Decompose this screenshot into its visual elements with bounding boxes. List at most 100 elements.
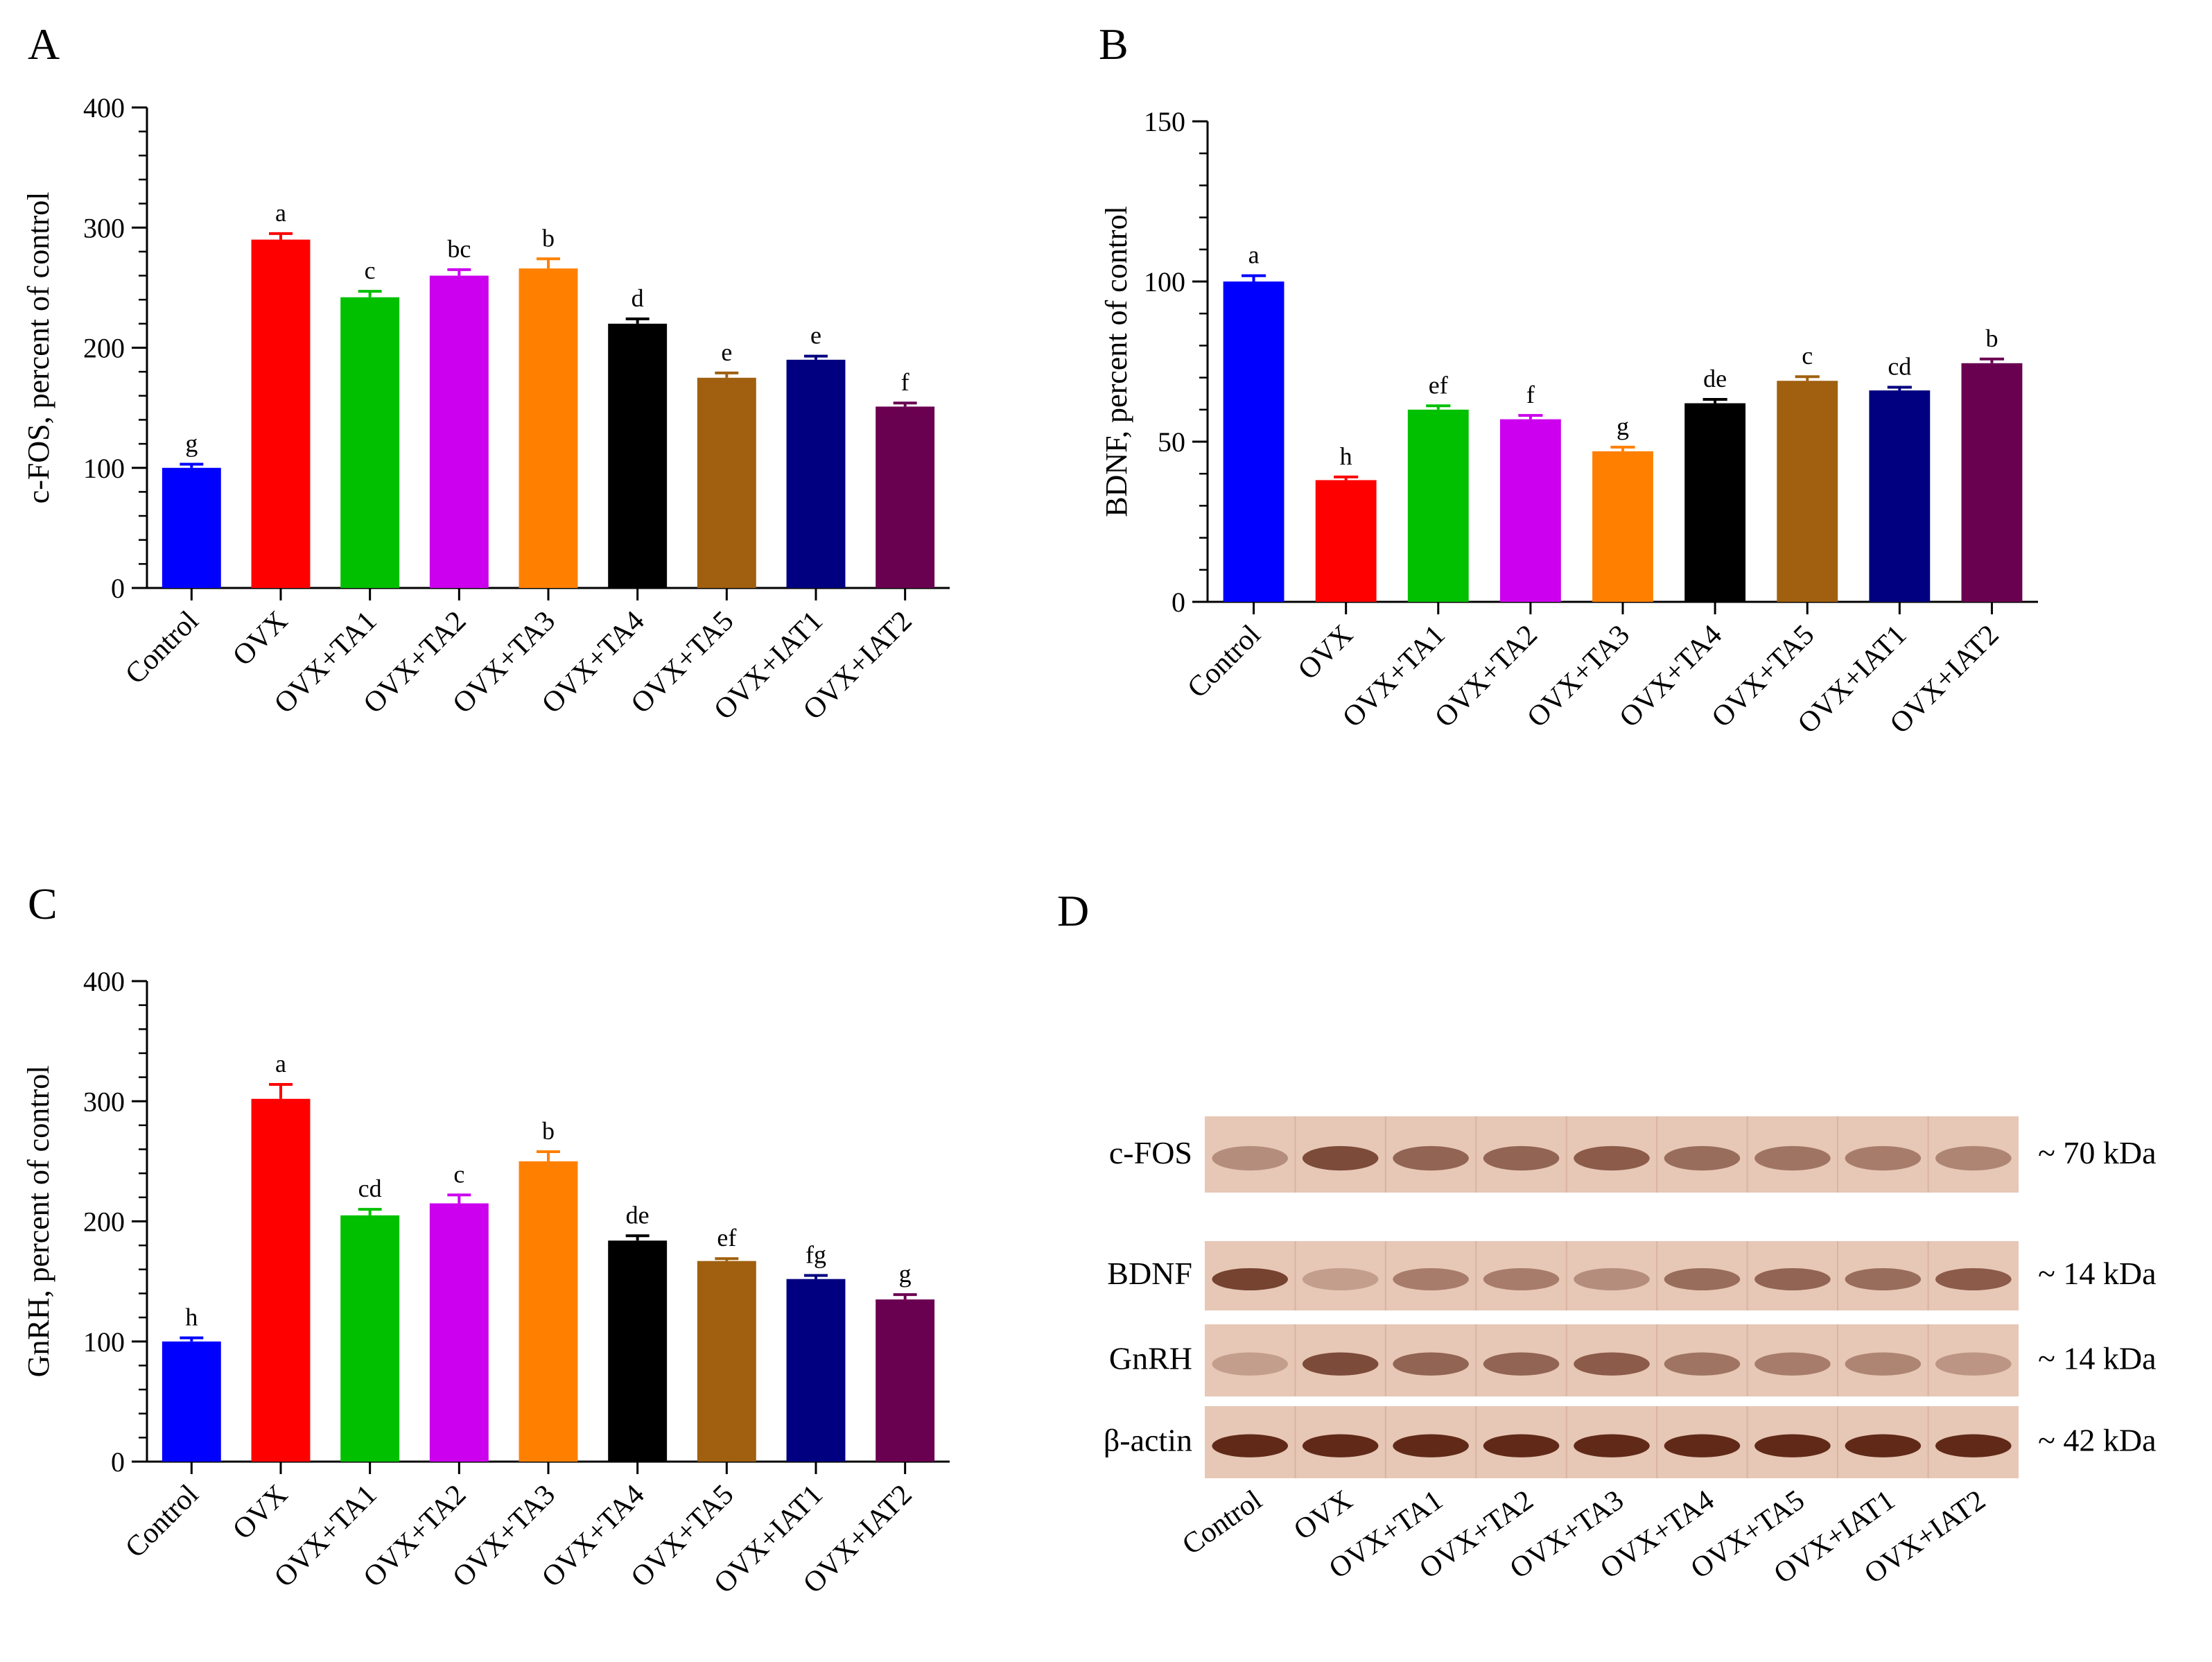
blot-band bbox=[1483, 1434, 1560, 1457]
blot-band bbox=[1935, 1268, 2012, 1290]
panel-letter-d: D bbox=[1057, 886, 1089, 935]
y-tick-label: 300 bbox=[83, 1086, 125, 1117]
bar-ovx-iat2 bbox=[876, 406, 935, 588]
significance-label: b bbox=[542, 1117, 555, 1145]
blot-band bbox=[1483, 1268, 1560, 1290]
blot-band bbox=[1393, 1352, 1469, 1376]
panel-letter-b: B bbox=[1099, 19, 1129, 69]
blot-band bbox=[1212, 1352, 1289, 1376]
bar-ovx-iat1 bbox=[786, 359, 846, 588]
significance-label: h bbox=[1340, 442, 1352, 470]
bar-ovx-iat1 bbox=[1869, 390, 1931, 602]
y-tick-label: 400 bbox=[83, 92, 125, 123]
significance-label: bc bbox=[447, 235, 471, 263]
bar-ovx-iat2 bbox=[876, 1299, 935, 1462]
significance-label: ef bbox=[717, 1224, 736, 1252]
chart-a: 0 100 200 300 400 c-FOS, percent of control g C… bbox=[21, 92, 950, 726]
y-tick-label: 300 bbox=[83, 212, 125, 243]
significance-label: g bbox=[185, 430, 198, 458]
bar-ovx-ta2 bbox=[429, 275, 489, 588]
bar-ovx-iat2 bbox=[1961, 363, 2023, 602]
significance-label: e bbox=[721, 338, 732, 366]
blot-band bbox=[1393, 1434, 1469, 1457]
y-tick-label: 0 bbox=[111, 573, 125, 604]
chart-b: 0 50 100 150 BDNF, percent of control a Contro… bbox=[1099, 106, 2038, 740]
chart-c: 0 100 200 300 400 GnRH, percent of control h Co… bbox=[21, 966, 950, 1600]
bar-ovx-ta1 bbox=[340, 1215, 400, 1462]
bar-ovx-ta4 bbox=[1684, 403, 1746, 602]
western-blot: c-FOS ~ 70 kDa BDNF ~ 14 kDa GnRH ~ 14 kDa β-a… bbox=[1104, 1116, 2157, 1590]
bar-ovx-iat1 bbox=[786, 1279, 846, 1462]
blot-band bbox=[1302, 1352, 1379, 1376]
blot-row-label: GnRH bbox=[1109, 1340, 1192, 1376]
significance-label: f bbox=[1526, 381, 1535, 408]
significance-label: ef bbox=[1429, 371, 1448, 399]
significance-label: de bbox=[626, 1201, 650, 1229]
y-axis-title: BDNF, percent of control bbox=[1099, 206, 1133, 517]
blot-band bbox=[1664, 1352, 1741, 1376]
y-tick-label: 100 bbox=[83, 453, 125, 484]
significance-label: c bbox=[1802, 342, 1813, 370]
blot-band bbox=[1302, 1145, 1379, 1171]
blot-band bbox=[1574, 1352, 1650, 1376]
significance-label: fg bbox=[805, 1240, 826, 1268]
y-tick-label: 50 bbox=[1158, 426, 1185, 458]
y-axis-title: c-FOS, percent of control bbox=[21, 192, 55, 504]
blot-band bbox=[1845, 1145, 1922, 1171]
significance-label: g bbox=[1617, 413, 1629, 440]
significance-label: a bbox=[275, 199, 286, 227]
blot-band bbox=[1935, 1352, 2012, 1376]
bar-ovx-ta4 bbox=[608, 1240, 668, 1462]
x-category-label: Control bbox=[119, 1479, 204, 1564]
significance-label: c bbox=[365, 257, 376, 284]
bar-ovx-ta2 bbox=[429, 1203, 489, 1462]
bar-ovx-ta5 bbox=[1777, 381, 1838, 602]
blot-lane-label: Control bbox=[1176, 1484, 1268, 1561]
significance-label: a bbox=[1248, 241, 1260, 269]
y-tick-label: 0 bbox=[1172, 587, 1185, 618]
bar-control bbox=[1223, 282, 1284, 602]
blot-band bbox=[1754, 1434, 1831, 1457]
significance-label: b bbox=[542, 224, 555, 252]
significance-label: a bbox=[275, 1050, 286, 1077]
blot-kda-label: ~ 70 kDa bbox=[2038, 1135, 2157, 1170]
x-category-label: OVX bbox=[1292, 619, 1359, 686]
bar-ovx-ta1 bbox=[340, 297, 400, 588]
panel-letter-a: A bbox=[28, 19, 60, 69]
blot-band bbox=[1212, 1434, 1289, 1457]
blot-band bbox=[1664, 1145, 1741, 1171]
blot-band bbox=[1664, 1434, 1741, 1457]
bar-ovx-ta5 bbox=[697, 1261, 756, 1462]
bar-ovx-ta5 bbox=[697, 377, 756, 588]
blot-kda-label: ~ 14 kDa bbox=[2038, 1340, 2157, 1376]
bar-ovx-ta3 bbox=[519, 1161, 578, 1462]
x-category-label: OVX bbox=[227, 1479, 294, 1546]
significance-label: cd bbox=[1888, 352, 1911, 380]
blot-band bbox=[1574, 1145, 1650, 1171]
x-category-label: Control bbox=[119, 605, 204, 691]
y-tick-label: 0 bbox=[111, 1446, 125, 1478]
blot-band bbox=[1302, 1434, 1379, 1457]
significance-label: de bbox=[1703, 365, 1727, 392]
blot-lane-label: OVX bbox=[1288, 1484, 1358, 1547]
bar-control bbox=[162, 1341, 221, 1462]
significance-label: g bbox=[899, 1260, 912, 1288]
y-tick-label: 100 bbox=[1144, 266, 1185, 297]
panel-letter-c: C bbox=[28, 879, 58, 928]
significance-label: b bbox=[1985, 324, 1998, 352]
blot-row-label: BDNF bbox=[1107, 1256, 1192, 1291]
x-category-label: Control bbox=[1181, 619, 1266, 704]
significance-label: h bbox=[185, 1304, 198, 1331]
y-tick-label: 200 bbox=[83, 333, 125, 364]
blot-band bbox=[1845, 1352, 1922, 1376]
blot-band bbox=[1845, 1434, 1922, 1457]
bar-ovx-ta2 bbox=[1499, 419, 1561, 602]
bar-ovx-ta3 bbox=[1592, 451, 1653, 602]
y-tick-label: 400 bbox=[83, 966, 125, 997]
significance-label: c bbox=[453, 1160, 464, 1188]
significance-label: d bbox=[632, 284, 644, 312]
blot-band bbox=[1754, 1145, 1831, 1171]
blot-band bbox=[1574, 1268, 1650, 1290]
blot-kda-label: ~ 14 kDa bbox=[2038, 1256, 2157, 1291]
